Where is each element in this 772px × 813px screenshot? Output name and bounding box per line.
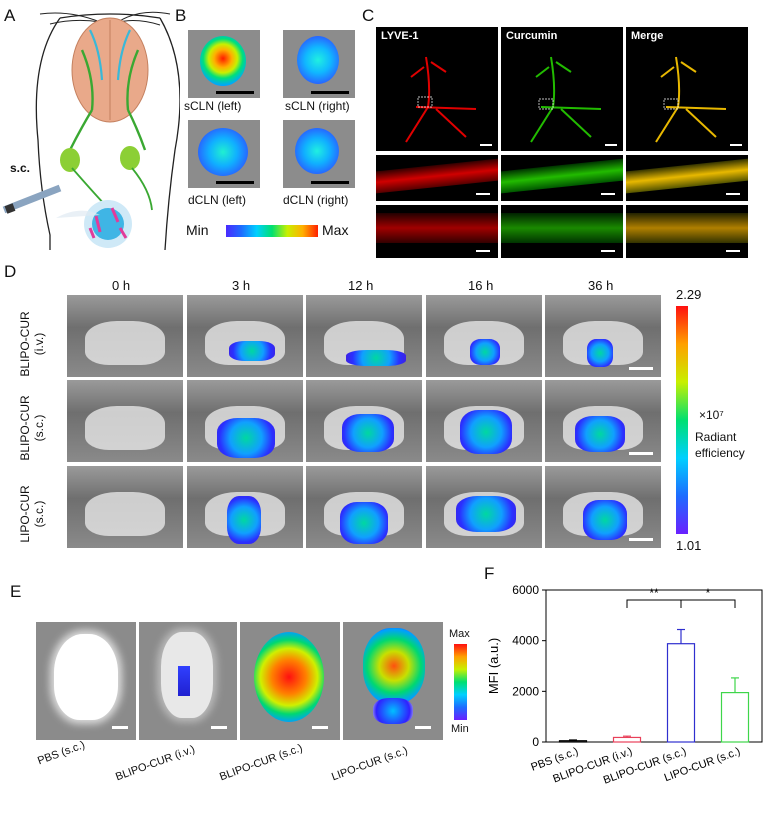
radiant-efficiency-colorbar [676, 306, 688, 534]
tile-caption: dCLN (right) [283, 193, 349, 207]
panel-a-label: A [4, 6, 16, 25]
timepoint-label: 0 h [112, 278, 131, 293]
tile-caption: dCLN (left) [188, 193, 247, 207]
lymph-node-image [188, 30, 260, 98]
panel-e-label: E [10, 582, 22, 601]
y-axis-label: MFI (a.u.) [486, 638, 501, 694]
tile-caption: BLIPO-CUR (s.c.) [218, 742, 305, 784]
tile-caption: BLIPO-CUR (i.v.) [114, 743, 197, 784]
colorbar-multiplier: ×10⁷ [699, 408, 724, 422]
lyve1-overview-image: LYVE-1 [376, 27, 498, 151]
channel-label: LYVE-1 [381, 30, 419, 42]
colorbar-title: efficiency [695, 446, 745, 460]
y-tick-label: 0 [532, 735, 539, 749]
lyve1-zoom-image [376, 155, 498, 201]
timepoint-label: 16 h [468, 278, 494, 293]
panel-c-label: C [362, 6, 375, 25]
mouse-imaging-tile [187, 380, 303, 462]
significance-label: ** [649, 586, 659, 600]
mouse-imaging-tile [426, 295, 542, 377]
merge-detail-image [626, 205, 748, 258]
colorbar-min: 1.01 [676, 538, 702, 553]
timepoint-label: 36 h [588, 278, 614, 293]
lymph-node-image [188, 120, 260, 188]
significance-bracket [680, 599, 736, 608]
curcumin-zoom-image [501, 155, 623, 201]
lyve1-detail-image [376, 205, 498, 258]
panel-d-label: D [4, 262, 17, 281]
merge-overview-image: Merge [626, 27, 748, 151]
bar [558, 740, 588, 743]
curcumin-overview-image: Curcumin [501, 27, 623, 151]
colorscale-min: Min [451, 723, 469, 735]
colorscale-max: Max [322, 222, 349, 238]
timepoint-label: 3 h [232, 278, 251, 293]
tile-caption: PBS (s.c.) [36, 739, 87, 768]
curcumin-detail-image [501, 205, 623, 258]
tile-caption: sCLN (left) [184, 99, 242, 113]
mouse-imaging-tile [545, 295, 661, 377]
row-label: BLIPO-CUR (s.c.) [18, 395, 46, 461]
route-label: s.c. [10, 161, 31, 175]
row-label: BLIPO-CUR (i.v.) [18, 311, 46, 377]
y-tick-label: 2000 [512, 684, 539, 698]
y-tick-label: 4000 [512, 634, 539, 648]
colorscale-max: Max [449, 628, 470, 640]
mouse-imaging-tile [306, 295, 422, 377]
colorbar-max: 2.29 [676, 287, 702, 302]
significance-bracket [626, 599, 682, 608]
mouse-lymphatic-schematic [2, 11, 180, 250]
mouse-imaging-tile [426, 466, 542, 548]
mouse-imaging-tile [187, 295, 303, 377]
colorbar-title: Radiant [695, 430, 737, 444]
timepoint-label: 12 h [348, 278, 374, 293]
bar [720, 691, 750, 743]
bar [666, 643, 696, 743]
colorscale-bar [226, 225, 318, 237]
panel-b-label: B [175, 6, 187, 25]
mouse-imaging-tile [306, 380, 422, 462]
mouse-imaging-tile [187, 466, 303, 548]
y-tick-label: 6000 [512, 583, 539, 597]
mouse-imaging-tile [67, 295, 183, 377]
bar [612, 736, 642, 743]
mouse-imaging-tile [67, 466, 183, 548]
mouse-imaging-tile [67, 380, 183, 462]
panel-f-label: F [484, 564, 495, 583]
mouse-imaging-tile [545, 466, 661, 548]
significance-label: * [706, 586, 711, 600]
mouse-imaging-tile [426, 380, 542, 462]
brain-image [36, 622, 136, 740]
brain-image [343, 622, 443, 740]
colorscale-bar [454, 644, 467, 720]
tile-caption: LIPO-CUR (s.c.) [330, 744, 410, 784]
brain-image [240, 622, 340, 740]
plot-frame [545, 589, 763, 743]
lymph-node-image [283, 120, 355, 188]
row-label: LIPO-CUR (s.c.) [18, 485, 46, 543]
mouse-imaging-tile [545, 380, 661, 462]
colorscale-min: Min [186, 222, 209, 238]
channel-label: Curcumin [506, 30, 558, 42]
tile-caption: sCLN (right) [285, 99, 350, 113]
lymph-node-image [283, 30, 355, 98]
brain-image [139, 622, 237, 740]
merge-zoom-image [626, 155, 748, 201]
mouse-imaging-tile [306, 466, 422, 548]
channel-label: Merge [631, 30, 664, 42]
